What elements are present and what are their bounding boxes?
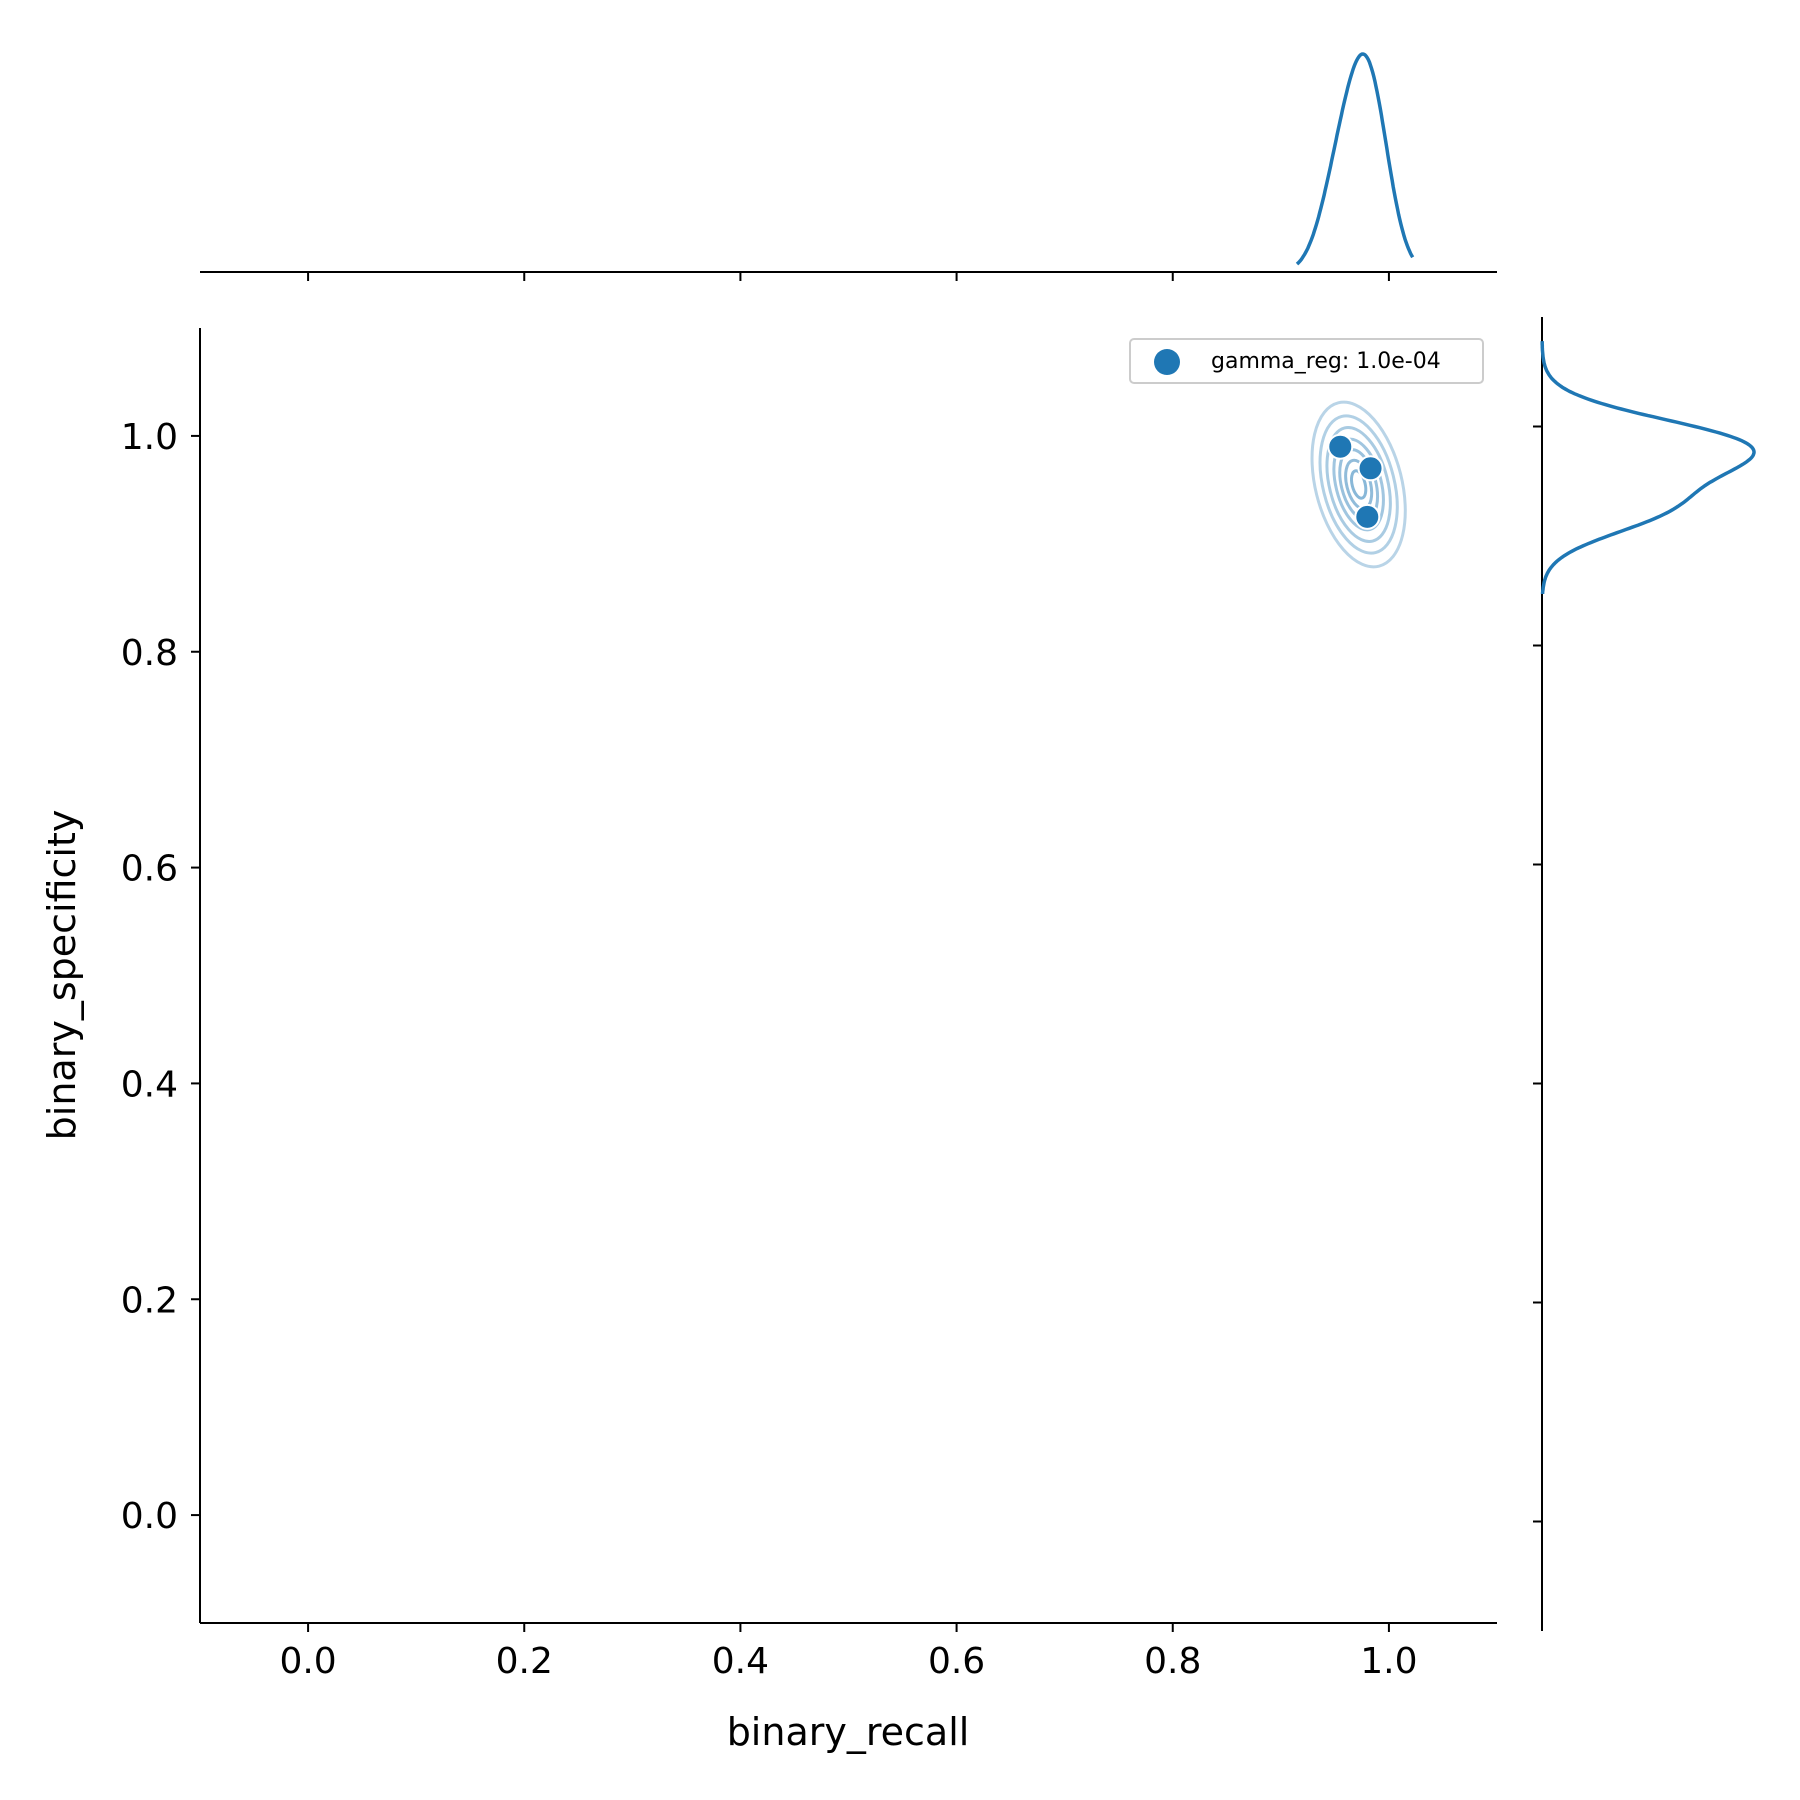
x-tick-label: 0.4 [712, 1641, 769, 1682]
kde-contours [1310, 400, 1407, 569]
y-tick-label: 0.6 [121, 849, 178, 890]
y-tick-label: 0.2 [121, 1280, 178, 1321]
x-axis-ticks: 0.0 0.2 0.4 0.6 0.8 1.0 [279, 1623, 1418, 1682]
kde-contour-level [1318, 414, 1399, 555]
right-marginal-axes [1533, 317, 1756, 1631]
scatter-point [1327, 433, 1354, 460]
legend-frame [1129, 338, 1484, 384]
x-tick-label: 0.6 [928, 1641, 985, 1682]
kde-contour-level [1350, 469, 1368, 500]
kde-contour-level [1325, 425, 1392, 543]
scatter-point [1354, 503, 1381, 530]
scatter-points [1327, 433, 1384, 530]
y-tick-label: 0.0 [121, 1496, 178, 1537]
x-tick-label: 1.0 [1360, 1641, 1417, 1682]
y-tick-label: 0.8 [121, 633, 178, 674]
x-tick-label: 0.8 [1144, 1641, 1201, 1682]
main-axes: 0.0 0.2 0.4 0.6 0.8 1.0 0.0 0.2 0.4 0.6 0.8 1.0 [121, 328, 1497, 1682]
top-marginal-ticks [307, 272, 1390, 281]
x-tick-label: 0.2 [496, 1641, 553, 1682]
legend: gamma_reg: 1.0e-04 [1129, 338, 1484, 384]
top-marginal-kde-curve [1295, 52, 1415, 266]
scatter-point [1357, 455, 1384, 482]
legend-label: gamma_reg: 1.0e-04 [1211, 349, 1441, 374]
top-marginal-axes [200, 52, 1497, 281]
x-tick-label: 0.0 [279, 1641, 336, 1682]
y-axis-label: binary_specificity [40, 810, 84, 1141]
right-marginal-ticks [1533, 425, 1542, 1523]
y-axis-ticks: 0.0 0.2 0.4 0.6 0.8 1.0 [121, 417, 200, 1537]
y-tick-label: 1.0 [121, 417, 178, 458]
kde-contour-level [1310, 400, 1407, 569]
y-tick-label: 0.4 [121, 1064, 178, 1105]
legend-marker [1154, 349, 1180, 375]
x-axis-label: binary_recall [727, 1710, 970, 1754]
right-marginal-kde-curve [1540, 340, 1756, 594]
